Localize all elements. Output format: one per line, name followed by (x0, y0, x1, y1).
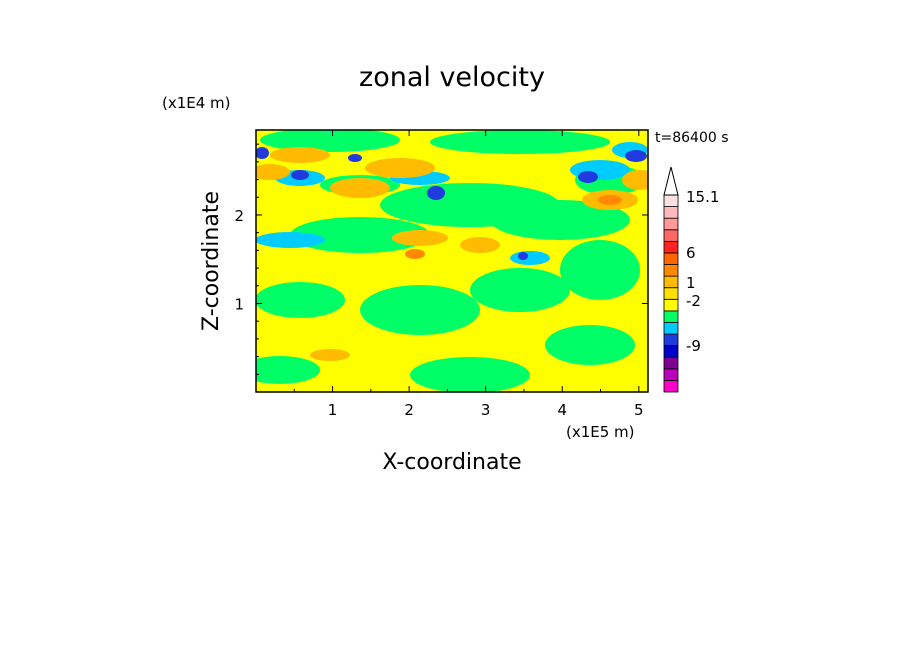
colorbar-segment (663, 298, 679, 312)
colorbar-segment (663, 345, 679, 358)
contour-region (410, 357, 530, 392)
colorbar-segment (663, 206, 679, 219)
colorbar-segment (663, 368, 679, 381)
contour-region (427, 186, 445, 200)
contour-region (430, 130, 610, 154)
contour-region (510, 251, 550, 265)
y-axis-label: Z-coordinate (199, 191, 224, 331)
colorbar-segment (663, 264, 679, 277)
colorbar-segment (663, 252, 679, 265)
contour-region (598, 195, 622, 205)
contour-region (578, 171, 598, 183)
colorbar-segment (663, 333, 679, 347)
contour-region (260, 130, 400, 152)
contour-field (256, 130, 648, 392)
x-unit-label: (x1E5 m) (566, 423, 635, 441)
colorbar-segment (663, 356, 679, 370)
x-tick-label: 1 (328, 401, 338, 419)
contour-region (545, 325, 635, 365)
colorbar-segment (663, 217, 679, 231)
plot-frame (255, 129, 649, 393)
colorbar-segment (663, 380, 679, 393)
contour-region (405, 249, 425, 259)
contour-region (365, 158, 435, 178)
colorbar-segment (663, 310, 679, 323)
y-tick-label: 1 (234, 295, 244, 313)
contour-region (360, 285, 480, 335)
colorbar-tick-label: -9 (686, 337, 701, 355)
colorbar-tick-label: -2 (686, 292, 701, 310)
contour-region (518, 252, 528, 260)
y-unit-label: (x1E4 m) (162, 94, 231, 112)
axes: 1 2 3 4 5 1 2 (234, 130, 648, 419)
colorbar-tick-label: 15.1 (686, 188, 719, 206)
colorbar: 15.1 6 1-2 -9 (663, 166, 719, 393)
contour-region (256, 232, 325, 248)
contour-region (470, 268, 570, 312)
colorbar-segment (663, 194, 679, 207)
x-tick-label: 3 (481, 401, 491, 419)
contour-region (310, 349, 350, 361)
chart-title: zonal velocity (359, 62, 545, 93)
contour-region (291, 170, 309, 180)
contour-region (256, 282, 345, 318)
contour-region (560, 240, 640, 300)
contour-region (490, 200, 630, 240)
contour-region (460, 237, 500, 253)
x-tick-label: 2 (404, 401, 414, 419)
colorbar-tick-label: 6 (686, 244, 696, 262)
colorbar-extend-arrow (663, 166, 679, 196)
contour-region (256, 147, 269, 159)
colorbar-segment (663, 287, 679, 300)
colorbar-segment (663, 322, 679, 335)
contour-region (625, 150, 647, 162)
colorbar-segment (663, 229, 679, 242)
x-axis-label: X-coordinate (382, 450, 521, 475)
contour-region (256, 356, 320, 384)
contour-region (290, 217, 430, 253)
contour-region (256, 164, 290, 180)
contour-region (622, 170, 648, 190)
contour-region (392, 230, 448, 246)
contour-region (348, 154, 362, 162)
colorbar-segment (663, 240, 679, 254)
x-tick-label: 5 (634, 401, 644, 419)
contour-region (270, 147, 330, 163)
contour-region (330, 178, 390, 198)
colorbar-segment (663, 275, 679, 289)
y-tick-label: 2 (234, 207, 244, 225)
time-label: t=86400 s (655, 130, 729, 146)
x-tick-label: 4 (557, 401, 567, 419)
colorbar-tick-label: 1 (686, 274, 696, 292)
